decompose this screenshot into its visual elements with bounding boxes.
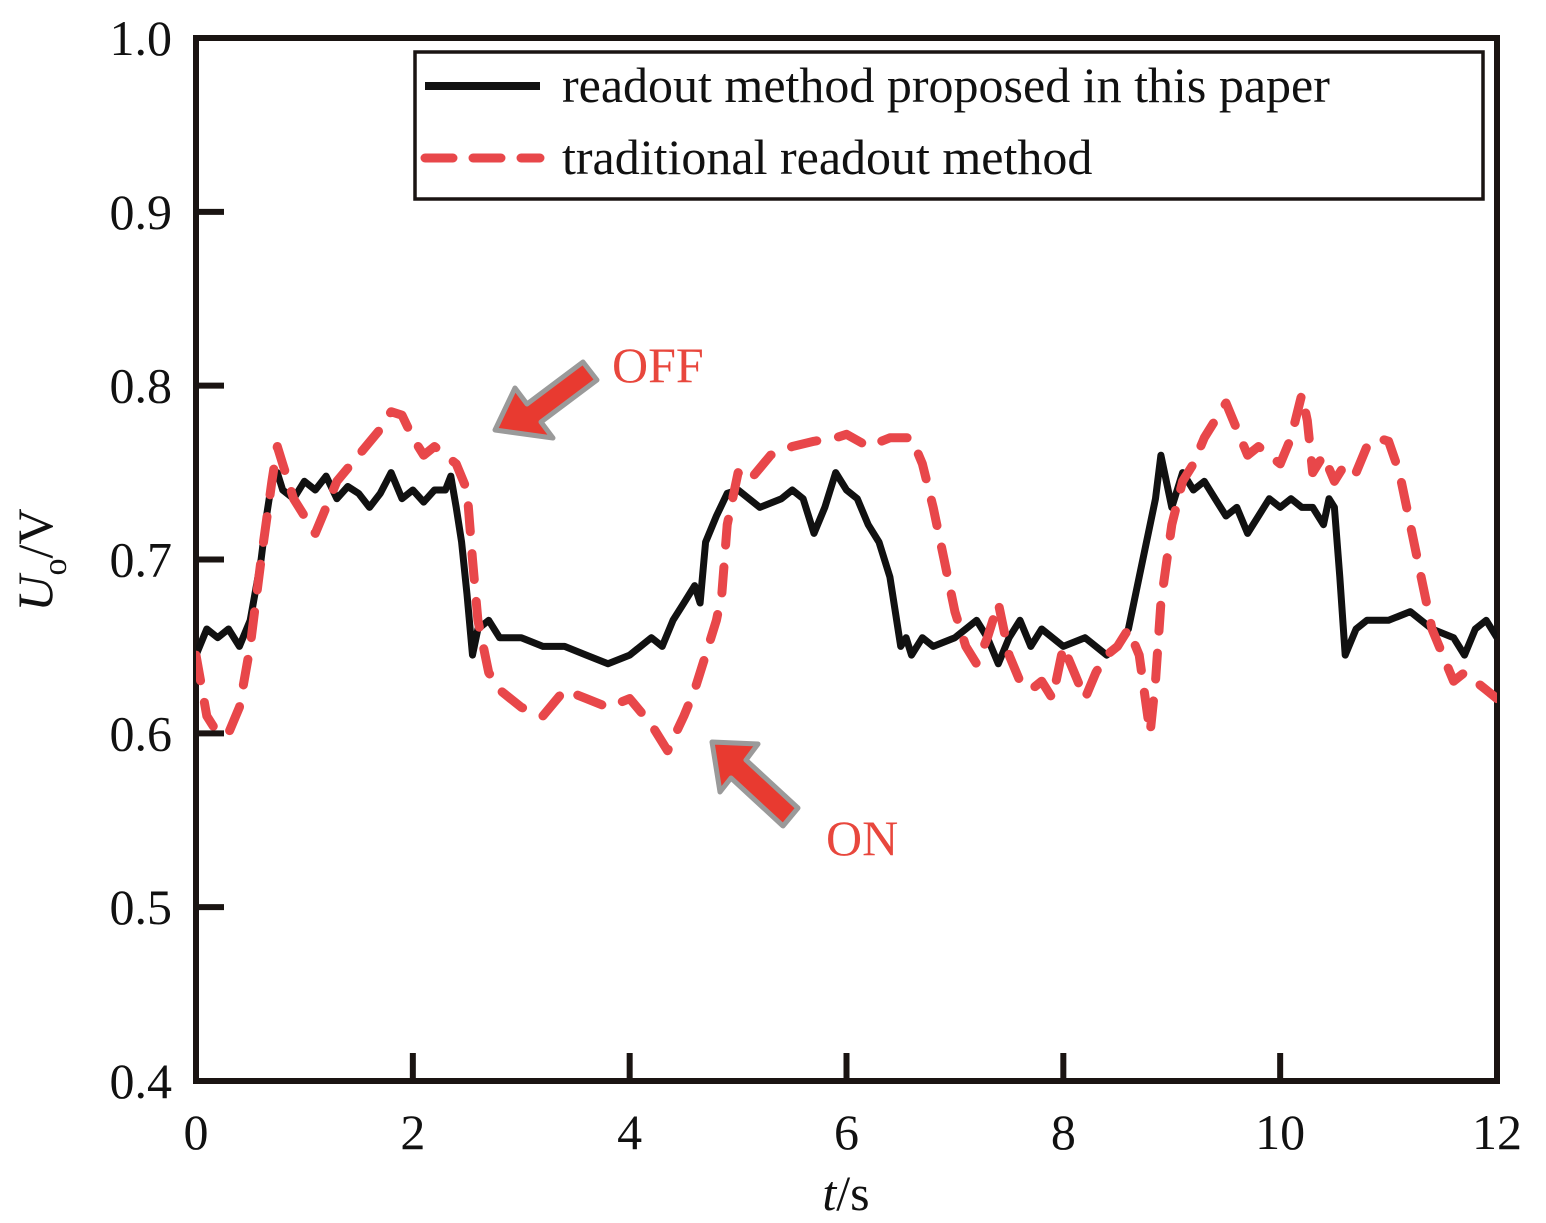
x-tick-label: 10 (1255, 1104, 1305, 1160)
y-tick-label: 0.7 (110, 532, 173, 588)
y-tick-label: 0.9 (110, 184, 173, 240)
x-tick-label: 12 (1472, 1104, 1522, 1160)
series-line-traditional (196, 389, 1497, 756)
y-tick-label: 0.8 (110, 358, 173, 414)
plot-frame (193, 35, 1500, 1084)
tick-layer: 0 2 4 6 8 10 12 0.4 0.5 0.6 0.7 0.8 0.9 1.0 (110, 10, 1523, 1160)
legend-label-traditional: traditional readout method (562, 129, 1092, 185)
legend: readout method proposed in this paper tr… (413, 50, 1485, 201)
x-tick-label: 6 (834, 1104, 859, 1160)
off-annotation: OFF (612, 337, 704, 393)
on-annotation: ON (826, 810, 898, 866)
x-tick-label: 4 (617, 1104, 642, 1160)
y-tick-label: 1.0 (110, 10, 173, 66)
on-arrow (709, 739, 801, 829)
legend-box (413, 50, 1485, 201)
x-tick-label: 8 (1051, 1104, 1076, 1160)
y-axis-title: Uo/V (7, 508, 74, 611)
y-tick-label: 0.4 (110, 1053, 173, 1109)
series-line-proposed (196, 451, 1497, 668)
x-axis-title: t/s (822, 1165, 869, 1221)
series-layer (196, 389, 1497, 756)
x-tick-label: 2 (400, 1104, 425, 1160)
legend-label-proposed: readout method proposed in this paper (562, 57, 1330, 113)
y-tick-label: 0.5 (110, 879, 173, 935)
svg-text:Uo/V: Uo/V (7, 508, 74, 611)
y-tick-label: 0.6 (110, 705, 173, 761)
x-tick-label: 0 (184, 1104, 209, 1160)
off-arrow (492, 359, 600, 441)
